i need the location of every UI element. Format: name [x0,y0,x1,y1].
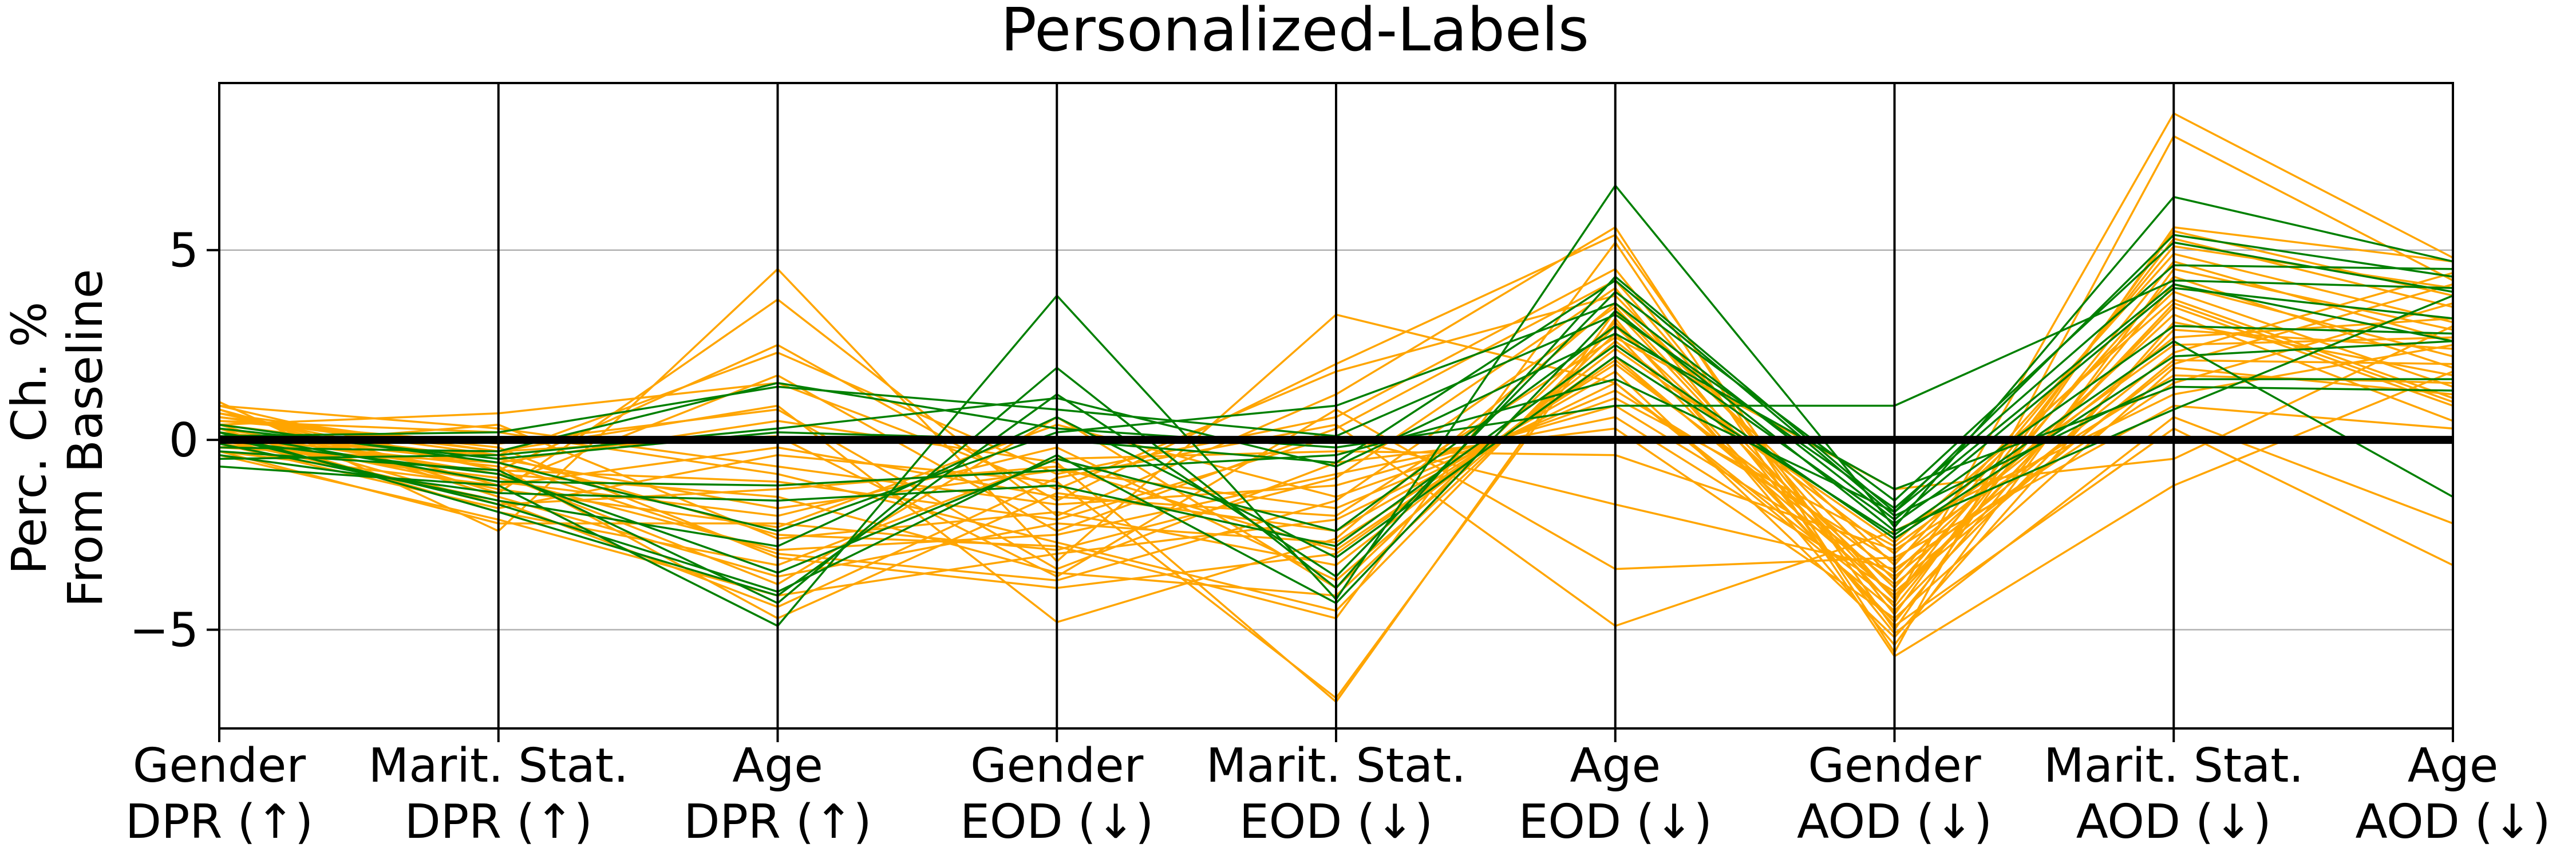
chart-title: Personalized-Labels [1001,0,1589,65]
y-ticks: −5 0 5 [129,224,219,658]
axis-label-bottom-4: EOD (↓) [1239,795,1433,849]
axis-label-bottom-2: DPR (↑) [683,795,871,849]
plot-frame [218,82,2454,730]
axis-label-top-6: Gender [1808,739,1981,793]
axis-label-top-2: Age [732,739,823,793]
axis-label-bottom-6: AOD (↓) [1797,795,1992,849]
axis-label-bottom-0: DPR (↑) [125,795,313,849]
axis-label-bottom-8: AOD (↓) [2355,795,2550,849]
axis-label-top-7: Marit. Stat. [2044,739,2304,793]
axis-label-top-5: Age [1570,739,1661,793]
y-tick-label-1: 0 [169,413,199,468]
axis-label-bottom-7: AOD (↓) [2076,795,2271,849]
axis-label-top-4: Marit. Stat. [1206,739,1466,793]
y-axis-label-line-2: From Baseline [57,269,113,608]
axis-label-top-0: Gender [133,739,306,793]
vertical-axes [218,83,2454,742]
y-axis-label: Perc. Ch. % From Baseline [1,269,113,608]
y-tick-label-2: 5 [169,224,199,278]
axis-label-top-1: Marit. Stat. [369,739,629,793]
axis-label-bottom-3: EOD (↓) [960,795,1153,849]
axis-label-bottom-5: EOD (↓) [1519,795,1712,849]
axis-label-top-8: Age [2408,739,2499,793]
axis-label-top-3: Gender [970,739,1143,793]
y-tick-label-0: −5 [129,604,199,658]
y-axis-label-line-1: Perc. Ch. % [1,302,57,575]
axis-label-bottom-1: DPR (↑) [405,795,592,849]
